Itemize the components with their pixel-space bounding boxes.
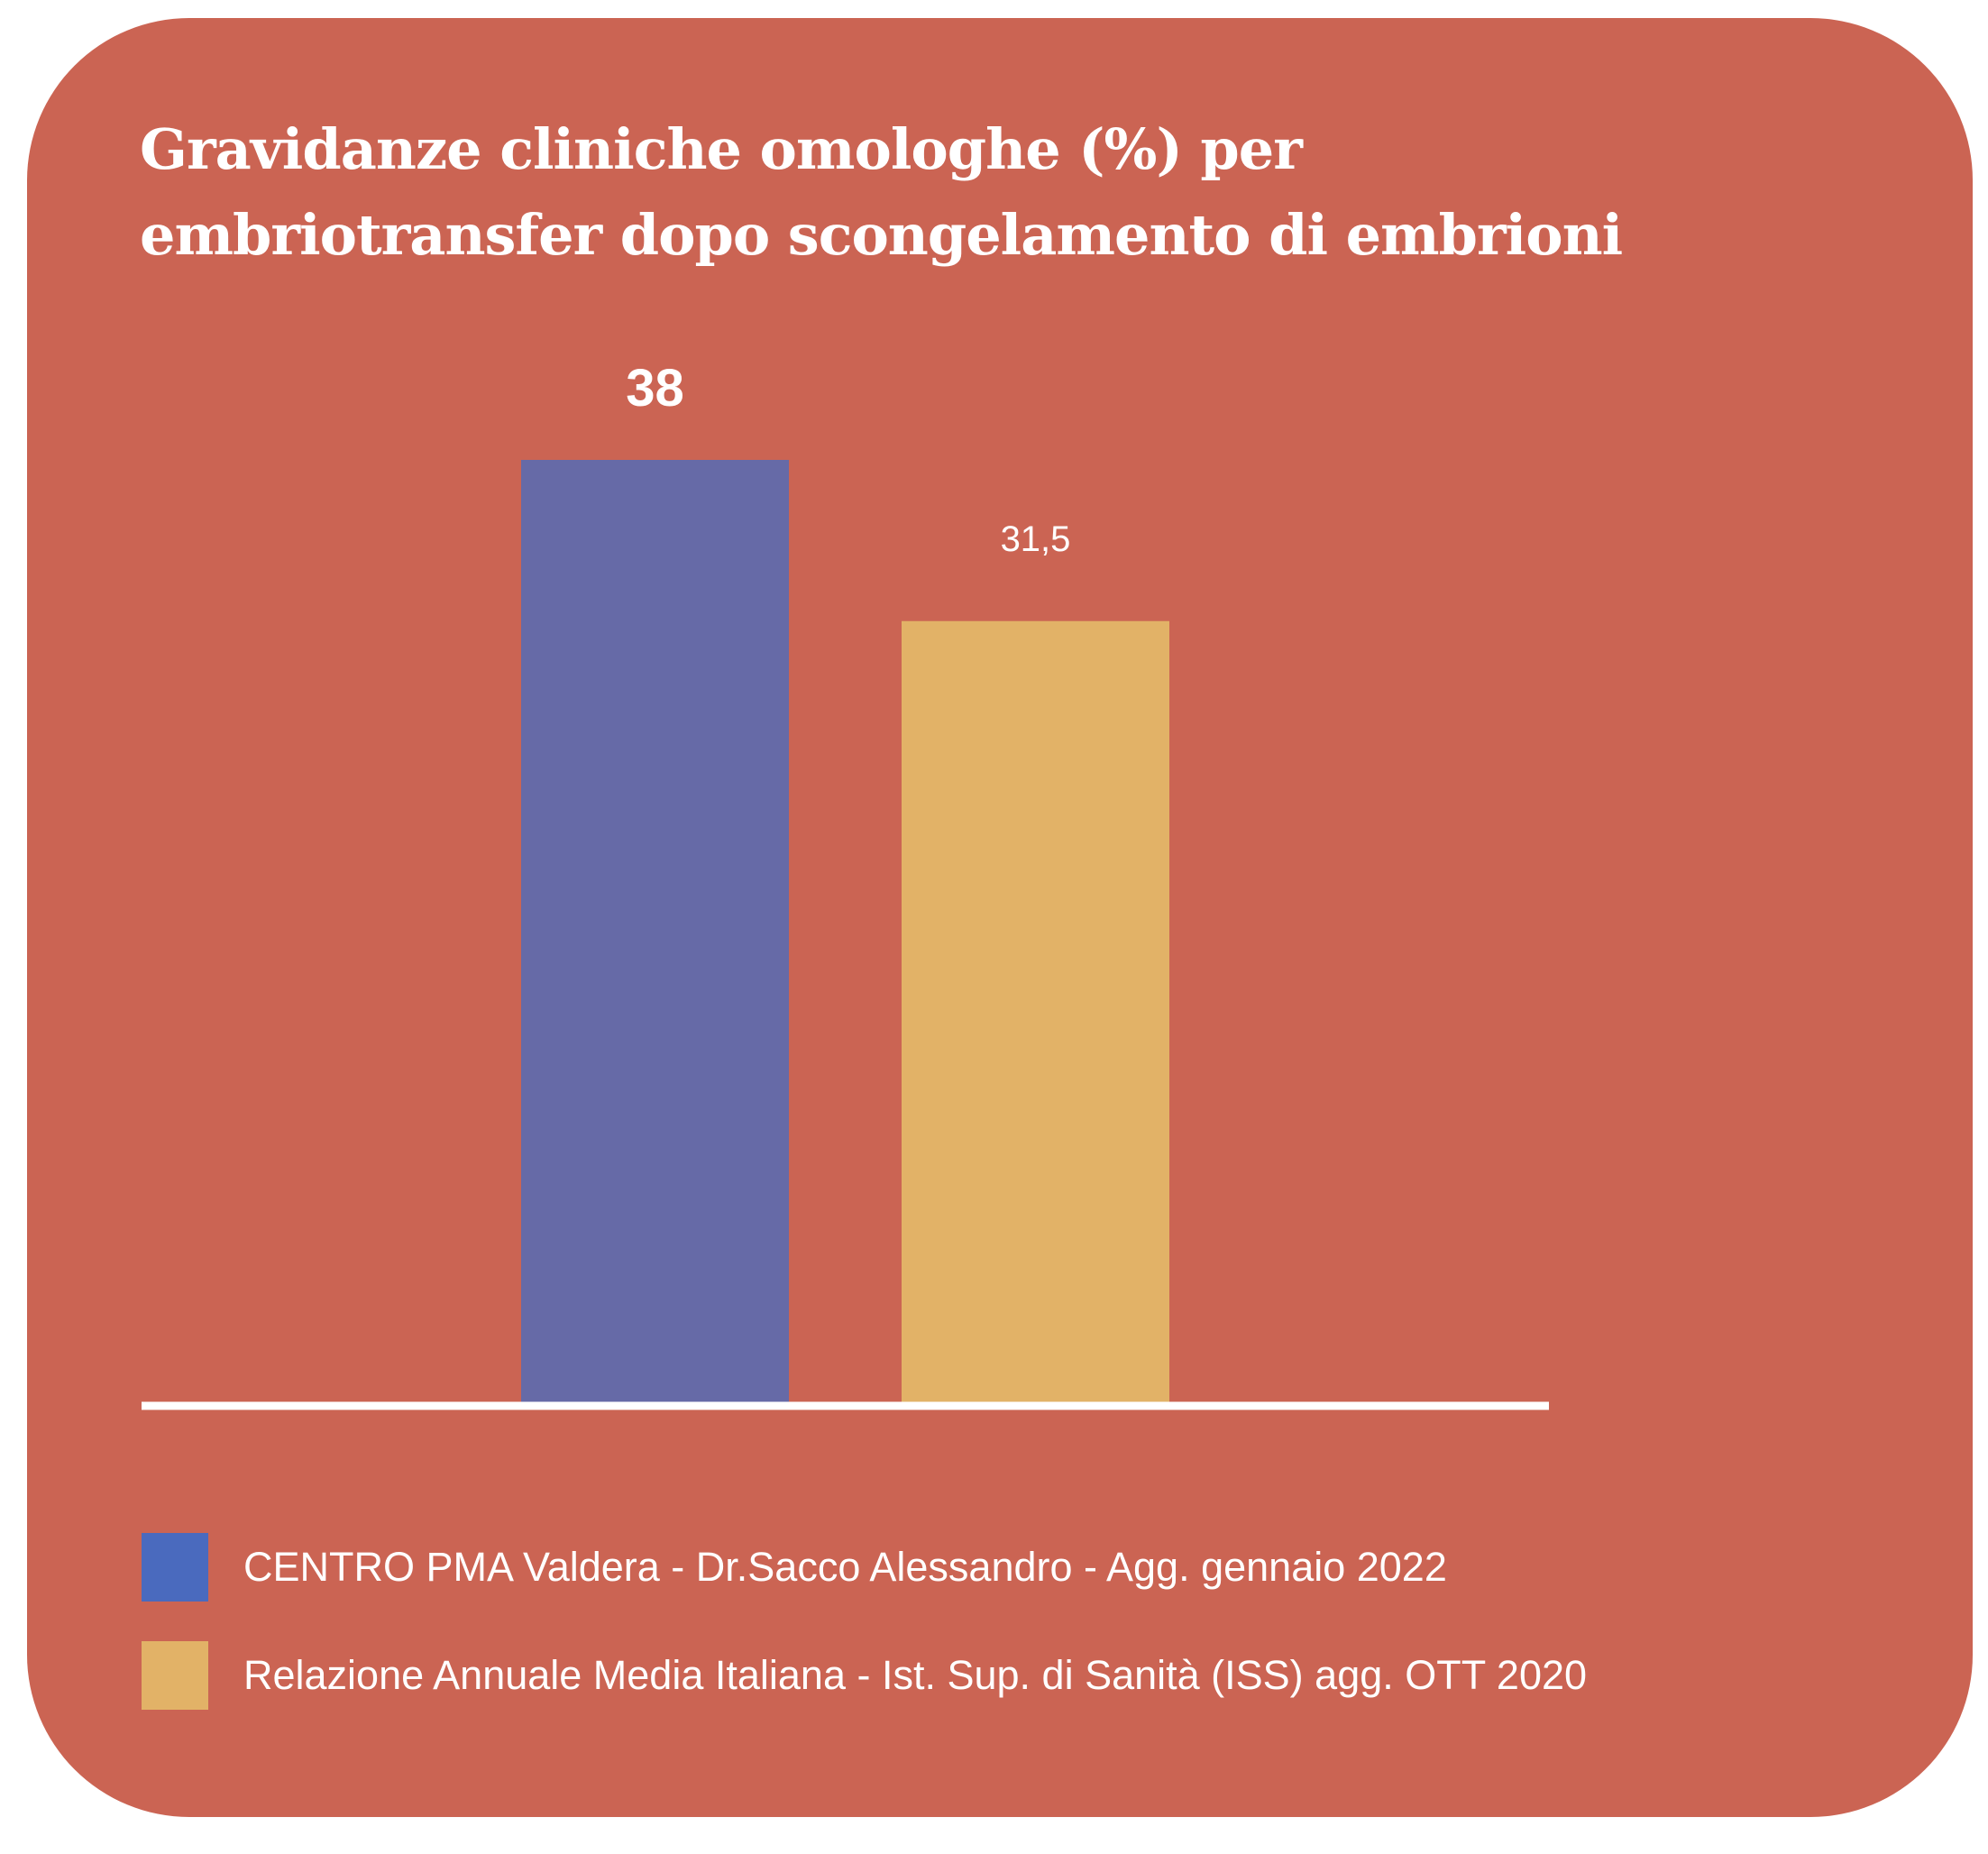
legend-label-iss: Relazione Annuale Media Italiana - Ist. …	[243, 1652, 1588, 1698]
legend-swatch-centro-pma	[142, 1533, 208, 1602]
bar-iss	[902, 620, 1169, 1402]
chart-title-line-1: Gravidanze cliniche omologhe (%) per	[140, 116, 1303, 182]
data-label-centro-pma: 38	[626, 359, 684, 418]
legend-swatch-iss	[142, 1641, 208, 1710]
chart-title-line-2: embriotransfer dopo scongelamento di emb…	[140, 202, 1623, 268]
bar-centro-pma	[521, 460, 789, 1402]
legend-label-centro-pma: CENTRO PMA Valdera - Dr.Sacco Alessandro…	[243, 1544, 1447, 1590]
data-label-iss: 31,5	[1001, 519, 1071, 559]
chart-title: Gravidanze cliniche omologhe (%) per emb…	[140, 106, 1853, 278]
